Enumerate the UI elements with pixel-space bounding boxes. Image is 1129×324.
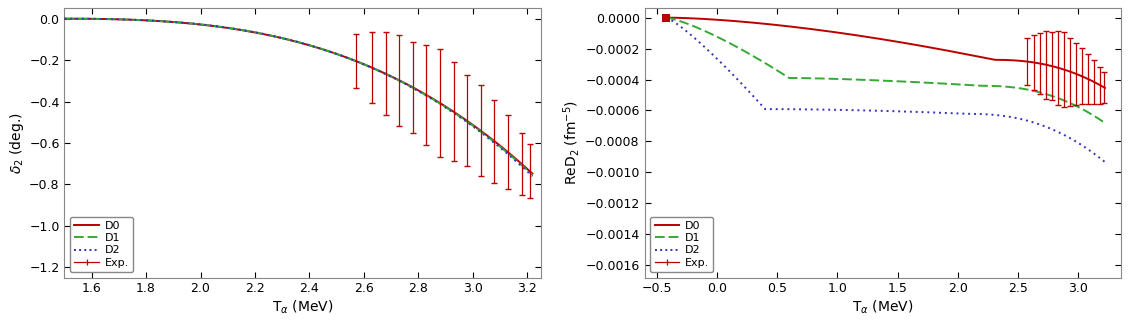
X-axis label: T$_{\alpha}$ (MeV): T$_{\alpha}$ (MeV) xyxy=(852,298,913,316)
Legend: D0, D1, D2, Exp.: D0, D1, D2, Exp. xyxy=(70,216,133,272)
Legend: D0, D1, D2, Exp.: D0, D1, D2, Exp. xyxy=(650,216,714,272)
X-axis label: T$_{\alpha}$ (MeV): T$_{\alpha}$ (MeV) xyxy=(272,298,333,316)
Y-axis label: $\delta_2$ (deg.): $\delta_2$ (deg.) xyxy=(8,112,26,174)
Y-axis label: ReD$_2$ (fm$^{-5}$): ReD$_2$ (fm$^{-5}$) xyxy=(561,100,583,185)
